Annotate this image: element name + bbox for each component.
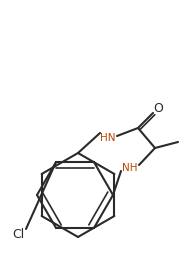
- Text: NH: NH: [122, 163, 138, 173]
- Text: Cl: Cl: [12, 228, 24, 241]
- Text: HN: HN: [100, 133, 116, 143]
- Text: O: O: [153, 102, 163, 115]
